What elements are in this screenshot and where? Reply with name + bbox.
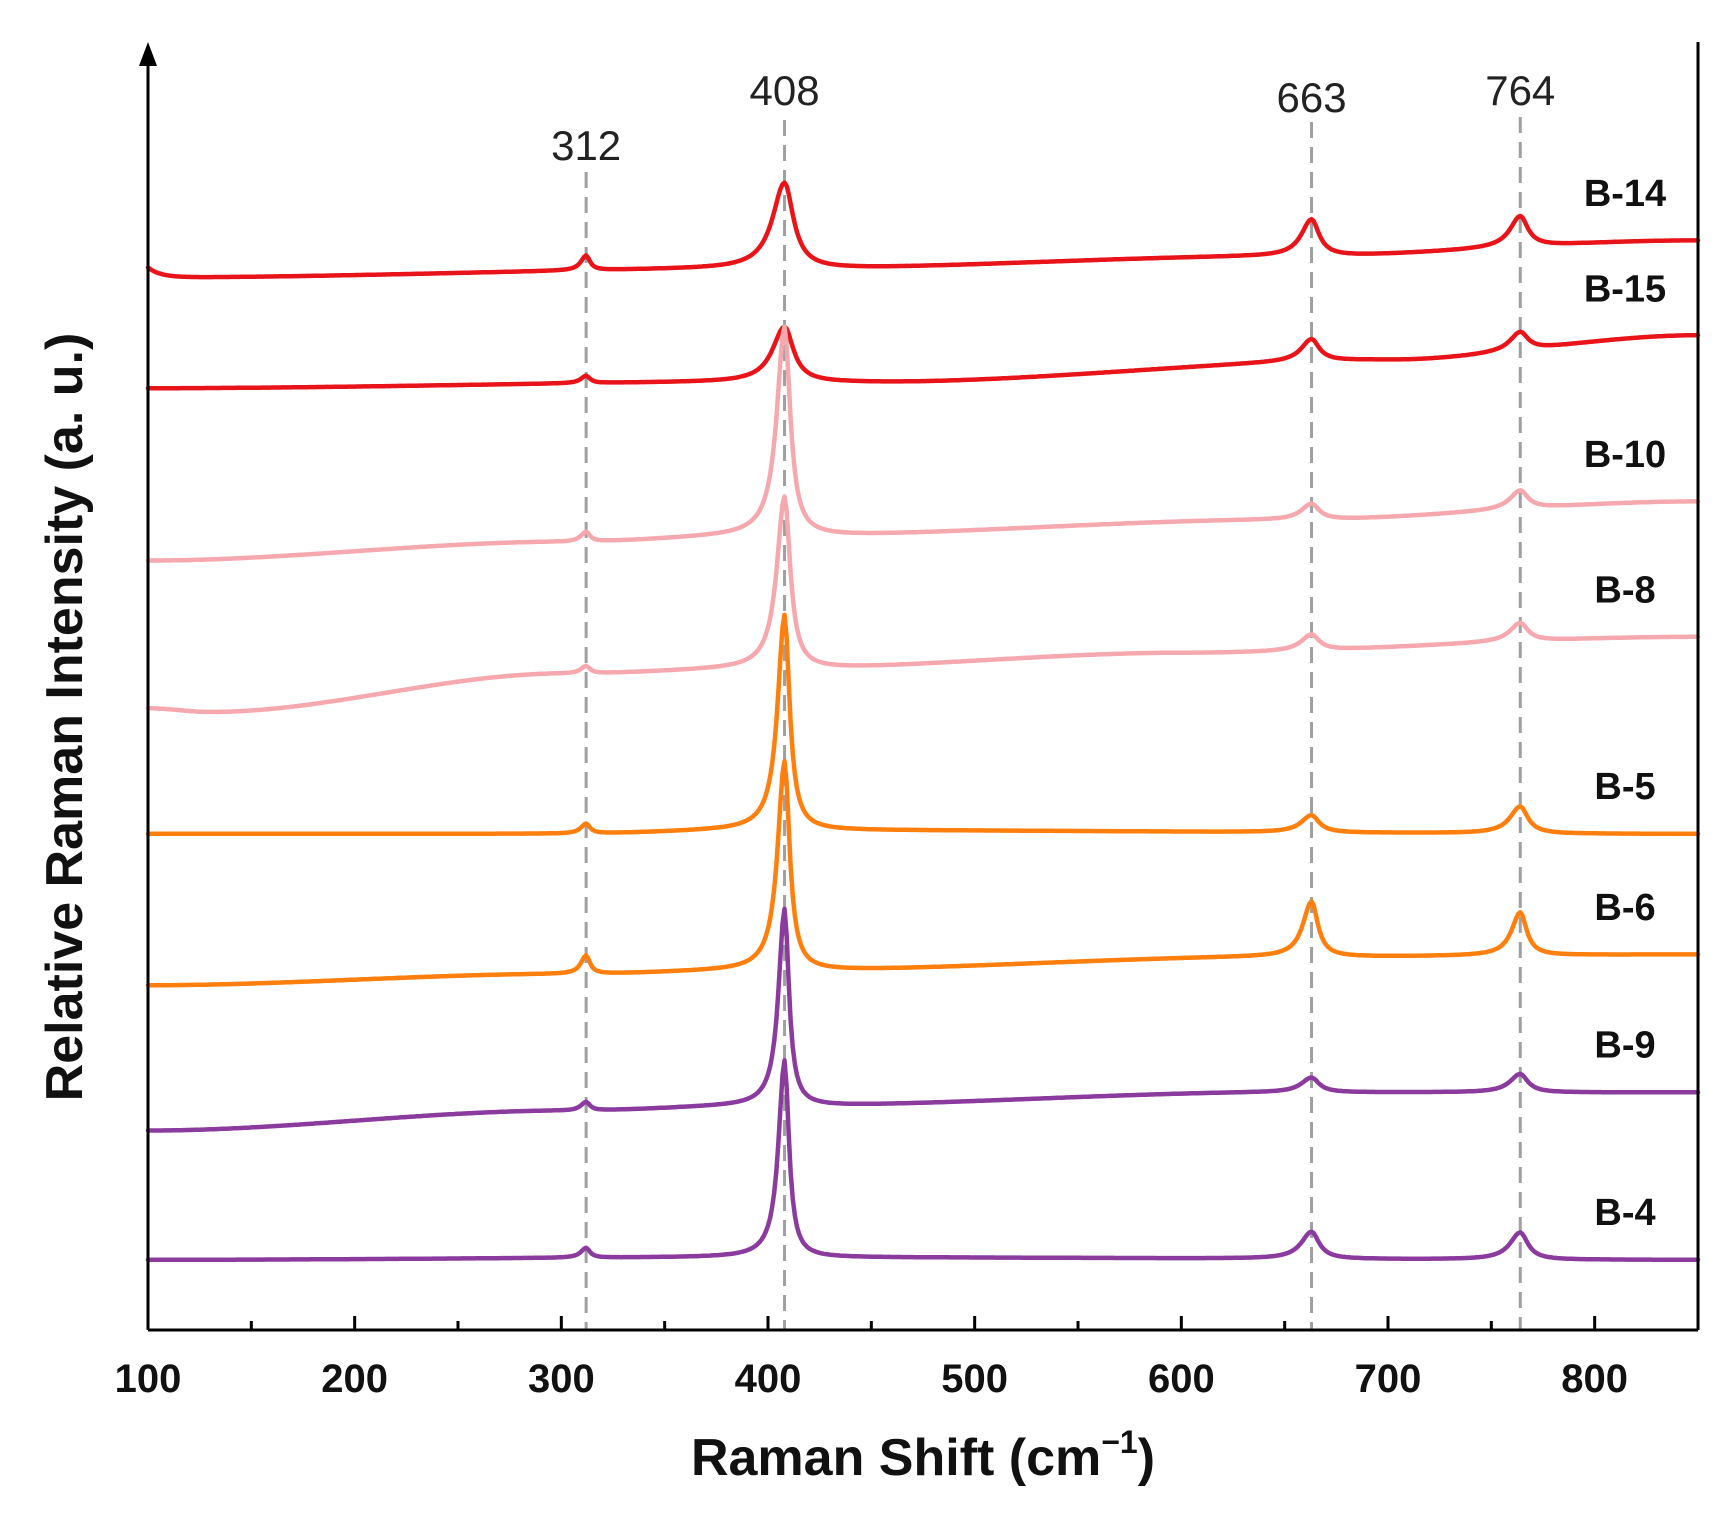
series-labels: B-14 B-15 B-10 B-8 B-5 B-6 B-9 B-4 bbox=[1584, 173, 1666, 1234]
peak-label-663: 663 bbox=[1276, 74, 1346, 121]
series-label-b-8: B-8 bbox=[1594, 569, 1655, 611]
spectrum-line-b-4 bbox=[145, 1058, 1701, 1263]
y-axis-title: Relative Raman Intensity (a. u.) bbox=[36, 333, 94, 1102]
series-label-b-15: B-15 bbox=[1584, 269, 1666, 311]
y-axis-arrowhead bbox=[139, 42, 157, 66]
spectrum-line-b-10 bbox=[145, 324, 1701, 563]
series-label-b-9: B-9 bbox=[1594, 1025, 1655, 1067]
x-tick-label: 700 bbox=[1355, 1357, 1422, 1401]
spectrum-line-b-5 bbox=[145, 612, 1701, 837]
peak-labels: 312 408 663 764 bbox=[551, 67, 1555, 169]
x-tick-label: 600 bbox=[1148, 1357, 1215, 1401]
spectrum-line-b-14 bbox=[145, 180, 1701, 280]
peak-label-312: 312 bbox=[551, 122, 621, 169]
spectrum-line-b-8 bbox=[145, 494, 1701, 715]
x-tick-label: 200 bbox=[321, 1357, 388, 1401]
peak-label-764: 764 bbox=[1485, 67, 1555, 114]
x-tick-label: 100 bbox=[115, 1357, 182, 1401]
peak-label-408: 408 bbox=[749, 67, 819, 114]
x-ticks bbox=[146, 1316, 1700, 1330]
series-label-b-10: B-10 bbox=[1584, 434, 1666, 476]
x-tick-label: 400 bbox=[735, 1357, 802, 1401]
series-label-b-14: B-14 bbox=[1584, 173, 1666, 215]
series-label-b-6: B-6 bbox=[1594, 887, 1655, 929]
spectrum-line-b-9 bbox=[145, 906, 1701, 1133]
spectra-series bbox=[145, 180, 1701, 1263]
x-axis-title: Raman Shift (cm−1) bbox=[691, 1424, 1155, 1487]
spectrum-line-b-6 bbox=[145, 758, 1701, 988]
x-tick-label: 800 bbox=[1561, 1357, 1628, 1401]
x-tick-label: 300 bbox=[528, 1357, 595, 1401]
series-label-b-4: B-4 bbox=[1594, 1192, 1655, 1234]
axes bbox=[139, 42, 1700, 1332]
spectrum-line-b-15 bbox=[145, 324, 1701, 391]
x-tick-label: 500 bbox=[941, 1357, 1008, 1401]
peak-reference-lines bbox=[584, 117, 1522, 1330]
x-tick-labels: 100 200 300 400 500 600 700 800 bbox=[115, 1357, 1628, 1401]
series-label-b-5: B-5 bbox=[1594, 766, 1655, 808]
